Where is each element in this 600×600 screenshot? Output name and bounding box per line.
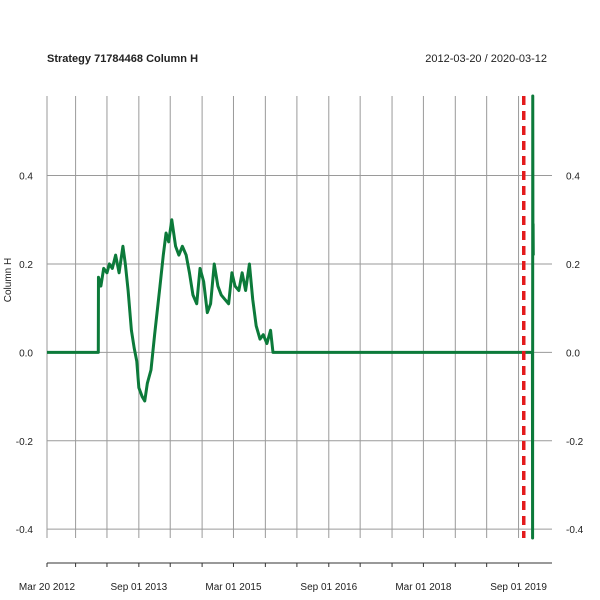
y-tick-label-left: 0.0 [19, 348, 33, 359]
x-tick-label: Mar 01 2015 [205, 582, 262, 593]
x-tick-label: Mar 01 2018 [395, 582, 452, 593]
y-tick-label-right: 0.0 [566, 348, 580, 359]
series-layer [47, 94, 535, 540]
y-tick-label-right: 0.2 [566, 260, 580, 271]
series-line [47, 94, 535, 540]
y-tick-label-left: 0.2 [19, 260, 33, 271]
x-tick-label: Sep 01 2016 [300, 582, 357, 593]
x-tick-label: Sep 01 2019 [490, 582, 547, 593]
axes: -0.4 -0.4 -0.2 -0.2 0.0 0.0 0.2 0.2 0.4 0.4 Mar 20… [16, 172, 584, 593]
chart-title: Strategy 71784468 Column H [47, 53, 198, 65]
x-tick-label: Mar 20 2012 [19, 582, 76, 593]
x-tick-label: Sep 01 2013 [110, 582, 167, 593]
y-tick-label-right: 0.4 [566, 172, 580, 183]
grid [46, 96, 552, 538]
y-tick-label-left: -0.4 [16, 525, 34, 536]
chart-date-range: 2012-03-20 / 2020-03-12 [425, 53, 547, 65]
y-axis-label: Column H [3, 258, 14, 302]
y-tick-label-left: -0.2 [16, 437, 34, 448]
y-tick-label-left: 0.4 [19, 172, 33, 183]
y-tick-label-right: -0.4 [566, 525, 584, 536]
y-tick-label-right: -0.2 [566, 437, 584, 448]
